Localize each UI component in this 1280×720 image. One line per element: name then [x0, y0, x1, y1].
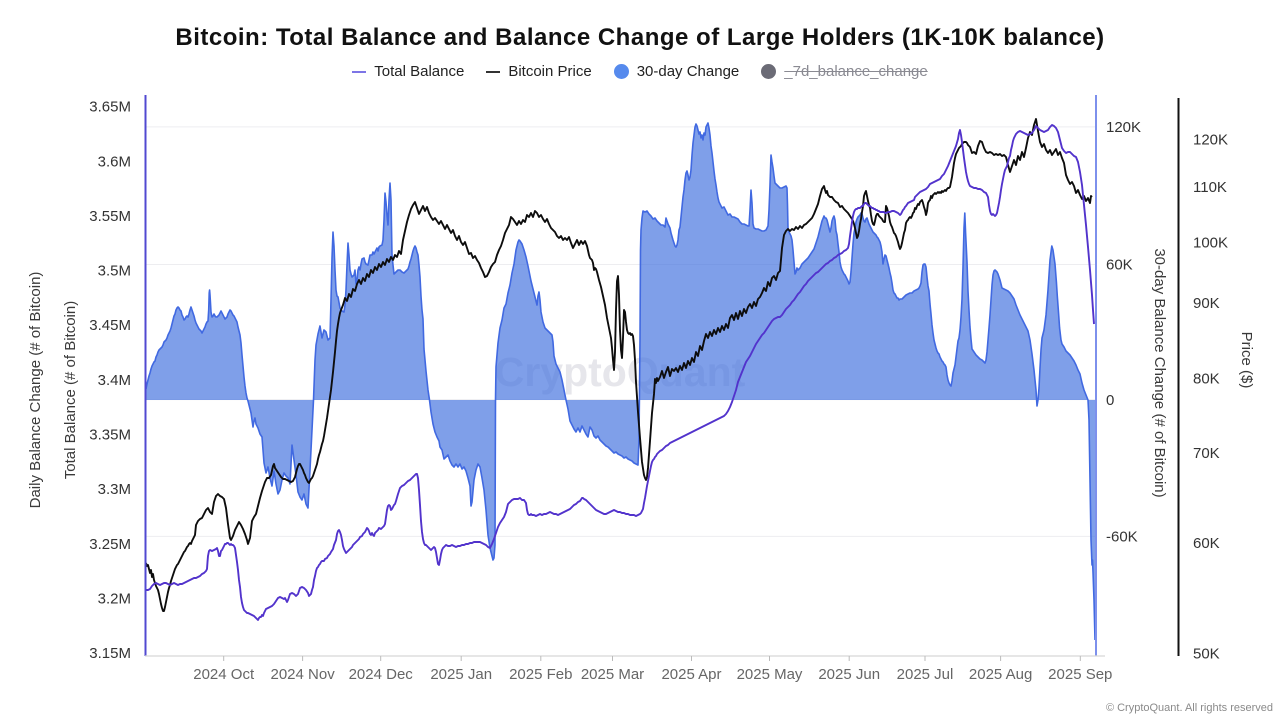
svg-text:3.65M: 3.65M: [89, 99, 131, 116]
svg-text:80K: 80K: [1193, 371, 1220, 388]
svg-text:3.55M: 3.55M: [89, 208, 131, 225]
svg-text:2025 Jul: 2025 Jul: [897, 666, 954, 683]
svg-text:50K: 50K: [1193, 646, 1220, 663]
svg-text:3.15M: 3.15M: [89, 645, 131, 662]
svg-text:60K: 60K: [1106, 257, 1133, 274]
svg-text:2025 Jan: 2025 Jan: [430, 666, 492, 683]
svg-text:Total Balance (# of Bitcoin): Total Balance (# of Bitcoin): [62, 301, 79, 479]
svg-text:100K: 100K: [1193, 235, 1228, 252]
svg-text:3.4M: 3.4M: [98, 372, 131, 389]
svg-text:120K: 120K: [1106, 119, 1141, 136]
svg-text:3.25M: 3.25M: [89, 536, 131, 553]
svg-text:-60K: -60K: [1106, 529, 1138, 546]
svg-text:© CryptoQuant. All rights rese: © CryptoQuant. All rights reserved: [1106, 702, 1273, 714]
svg-text:2024 Dec: 2024 Dec: [349, 666, 414, 683]
svg-text:90K: 90K: [1193, 295, 1220, 312]
svg-text:2025 Sep: 2025 Sep: [1048, 666, 1112, 683]
svg-text:3.2M: 3.2M: [98, 591, 131, 608]
svg-text:60K: 60K: [1193, 535, 1220, 552]
svg-text:110K: 110K: [1193, 179, 1227, 196]
svg-text:0: 0: [1106, 392, 1114, 409]
svg-text:3.35M: 3.35M: [89, 427, 131, 444]
svg-text:70K: 70K: [1193, 445, 1220, 462]
svg-text:2025 May: 2025 May: [737, 666, 803, 683]
svg-text:3.45M: 3.45M: [89, 317, 131, 334]
svg-text:2024 Nov: 2024 Nov: [270, 666, 335, 683]
svg-text:3.3M: 3.3M: [98, 481, 131, 498]
svg-text:Daily Balance Change (# of Bit: Daily Balance Change (# of Bitcoin): [27, 272, 44, 509]
svg-text:120K: 120K: [1193, 131, 1228, 148]
svg-text:2025 Feb: 2025 Feb: [509, 666, 572, 683]
svg-text:Price ($): Price ($): [1238, 332, 1255, 389]
svg-text:2025 Aug: 2025 Aug: [969, 666, 1032, 683]
svg-text:2025 Jun: 2025 Jun: [818, 666, 880, 683]
svg-text:3.5M: 3.5M: [98, 263, 131, 280]
svg-text:2025 Mar: 2025 Mar: [581, 666, 644, 683]
svg-text:2025 Apr: 2025 Apr: [661, 666, 721, 683]
svg-text:30-day Balance Change (# of Bi: 30-day Balance Change (# of Bitcoin): [1151, 248, 1168, 497]
svg-text:2024 Oct: 2024 Oct: [193, 666, 255, 683]
svg-text:3.6M: 3.6M: [98, 153, 131, 170]
